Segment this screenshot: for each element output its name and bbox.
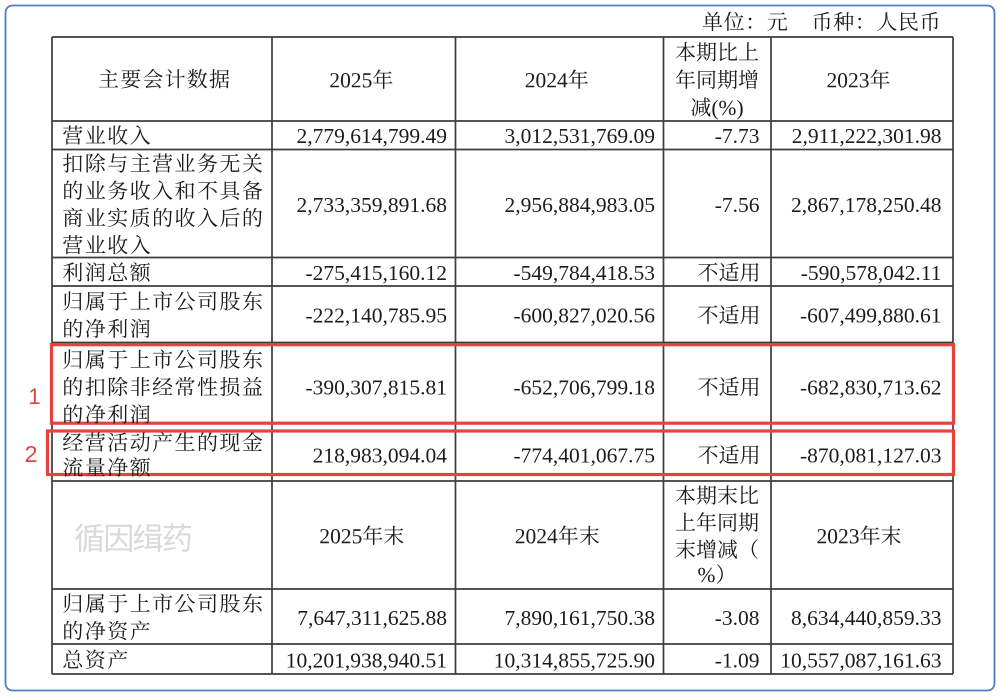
svg-text:-590,578,042.11: -590,578,042.11 xyxy=(801,261,942,285)
svg-text:2,733,359,891.68: 2,733,359,891.68 xyxy=(297,193,448,217)
svg-text:2: 2 xyxy=(24,441,37,467)
svg-text:-222,140,785.95: -222,140,785.95 xyxy=(305,304,447,328)
svg-text:-600,827,020.56: -600,827,020.56 xyxy=(513,304,655,328)
svg-text:2,867,178,250.48: 2,867,178,250.48 xyxy=(791,193,942,217)
svg-text:218,983,094.04: 218,983,094.04 xyxy=(313,444,448,468)
svg-text:10,201,938,940.51: 10,201,938,940.51 xyxy=(286,648,447,672)
svg-text:-7.56: -7.56 xyxy=(715,193,760,217)
svg-text:-275,415,160.12: -275,415,160.12 xyxy=(305,261,447,285)
svg-text:-1.09: -1.09 xyxy=(715,648,760,672)
svg-text:2,911,222,301.98: 2,911,222,301.98 xyxy=(792,124,942,148)
svg-text:-549,784,418.53: -549,784,418.53 xyxy=(513,261,655,285)
svg-text:-870,081,127.03: -870,081,127.03 xyxy=(800,444,942,468)
svg-text:10,314,855,725.90: 10,314,855,725.90 xyxy=(494,648,655,672)
svg-text:-607,499,880.61: -607,499,880.61 xyxy=(800,304,942,328)
svg-text:7,647,311,625.88: 7,647,311,625.88 xyxy=(297,606,447,630)
svg-text:7,890,161,750.38: 7,890,161,750.38 xyxy=(505,606,656,630)
svg-text:-682,830,713.62: -682,830,713.62 xyxy=(800,376,942,400)
svg-text:2,779,614,799.49: 2,779,614,799.49 xyxy=(297,124,448,148)
svg-text:1: 1 xyxy=(28,384,40,409)
svg-text:-7.73: -7.73 xyxy=(715,124,760,148)
svg-text:3,012,531,769.09: 3,012,531,769.09 xyxy=(505,124,656,148)
svg-text:-390,307,815.81: -390,307,815.81 xyxy=(305,376,447,400)
svg-text:10,557,087,161.63: 10,557,087,161.63 xyxy=(780,648,941,672)
svg-text:2,956,884,983.05: 2,956,884,983.05 xyxy=(505,193,656,217)
svg-text:8,634,440,859.33: 8,634,440,859.33 xyxy=(791,606,942,630)
svg-text:-652,706,799.18: -652,706,799.18 xyxy=(513,376,655,400)
svg-text:-3.08: -3.08 xyxy=(715,606,760,630)
svg-text:-774,401,067.75: -774,401,067.75 xyxy=(513,444,655,468)
